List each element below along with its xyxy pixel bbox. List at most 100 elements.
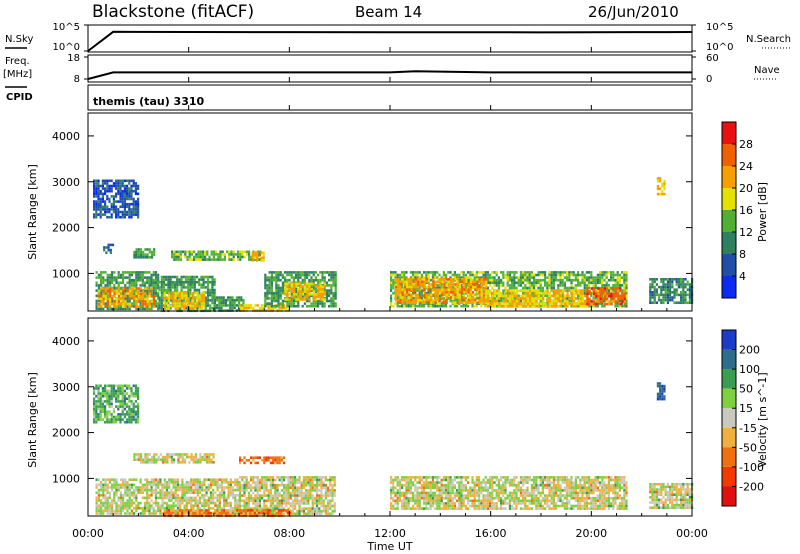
range-gate-cell xyxy=(596,278,599,282)
range-gate-cell xyxy=(117,213,120,216)
range-gate-cell xyxy=(104,202,107,206)
range-gate-cell xyxy=(680,293,683,297)
range-gate-cell xyxy=(454,291,457,294)
range-gate-cell xyxy=(277,284,280,287)
range-gate-cell xyxy=(323,278,326,282)
range-gate-cell xyxy=(123,205,126,209)
range-gate-cell xyxy=(215,258,218,261)
range-gate-cell xyxy=(134,184,137,188)
range-gate-cell xyxy=(590,294,593,298)
range-gate-cell xyxy=(303,291,306,295)
range-gate-cell xyxy=(325,289,328,292)
range-gate-cell xyxy=(160,278,163,281)
range-gate-cell xyxy=(193,299,196,302)
range-gate-cell xyxy=(328,299,331,303)
range-gate-cell xyxy=(100,488,103,492)
range-gate-cell xyxy=(449,299,452,303)
range-gate-cell xyxy=(537,305,540,308)
range-gate-cell xyxy=(209,306,212,310)
range-gate-cell xyxy=(211,278,214,281)
range-gate-cell xyxy=(429,289,432,292)
range-gate-cell xyxy=(203,304,206,308)
range-gate-cell xyxy=(97,195,100,198)
range-gate-cell xyxy=(187,280,190,284)
range-gate-cell xyxy=(440,284,443,287)
range-gate-cell xyxy=(605,299,608,303)
range-gate-cell xyxy=(530,271,533,274)
range-gate-cell xyxy=(176,478,180,481)
range-gate-cell xyxy=(458,283,461,286)
range-gate-cell xyxy=(420,291,423,295)
range-gate-cell xyxy=(95,504,98,507)
range-gate-cell xyxy=(660,285,663,289)
range-gate-cell xyxy=(173,283,177,287)
station-title: Blackstone (fitACF) xyxy=(92,2,254,22)
range-gate-cell xyxy=(276,504,279,508)
range-gate-cell xyxy=(120,302,123,306)
range-gate-cell xyxy=(124,302,127,306)
range-gate-cell xyxy=(458,285,461,289)
range-gate-cell xyxy=(108,179,111,183)
range-gate-cell xyxy=(295,293,298,296)
range-gate-cell xyxy=(575,289,578,293)
range-gate-cell xyxy=(619,289,622,293)
range-gate-cell xyxy=(614,300,618,303)
range-gate-cell xyxy=(606,297,609,301)
range-gate-cell xyxy=(187,297,190,300)
range-gate-cell xyxy=(469,293,472,297)
range-gate-cell xyxy=(410,280,413,284)
range-gate-cell xyxy=(666,283,669,286)
range-gate-cell xyxy=(651,285,654,289)
range-gate-cell xyxy=(392,281,395,285)
range-gate-cell xyxy=(528,284,531,287)
range-gate-cell xyxy=(314,289,317,292)
range-gate-cell xyxy=(137,507,140,510)
range-gate-cell xyxy=(688,301,691,304)
range-gate-cell xyxy=(148,292,151,295)
range-gate-cell xyxy=(170,488,173,492)
range-gate-cell xyxy=(279,271,282,274)
range-gate-cell xyxy=(279,273,282,277)
range-gate-cell xyxy=(106,488,109,492)
range-gate-cell xyxy=(546,286,549,290)
range-gate-cell xyxy=(104,509,107,513)
range-gate-cell xyxy=(95,307,98,311)
range-gate-cell xyxy=(231,298,234,302)
range-gate-cell xyxy=(553,299,556,303)
range-gate-cell xyxy=(134,189,137,193)
range-gate-cell xyxy=(153,250,156,254)
range-gate-cell xyxy=(283,476,286,479)
range-gate-cell xyxy=(274,507,277,510)
range-gate-cell xyxy=(625,302,628,305)
range-gate-cell xyxy=(106,507,109,510)
colorbar-segment xyxy=(722,122,736,144)
range-gate-cell xyxy=(93,184,96,188)
range-gate-cell xyxy=(664,288,667,291)
range-gate-cell xyxy=(122,478,125,481)
range-gate-cell xyxy=(100,278,103,282)
range-gate-cell xyxy=(487,302,490,306)
range-gate-cell xyxy=(279,291,282,295)
range-gate-cell xyxy=(122,297,125,301)
range-gate-cell xyxy=(200,304,204,308)
range-gate-cell xyxy=(133,289,136,292)
range-gate-cell xyxy=(301,285,305,288)
range-gate-cell xyxy=(102,300,105,303)
range-gate-cell xyxy=(239,253,242,256)
range-gate-cell xyxy=(141,276,144,279)
range-gate-cell xyxy=(150,256,154,259)
range-gate-cell xyxy=(281,281,284,285)
range-gate-cell xyxy=(563,284,566,287)
range-gate-cell xyxy=(290,276,293,279)
range-gate-cell xyxy=(495,304,498,308)
range-gate-cell xyxy=(272,476,275,479)
range-gate-cell xyxy=(108,281,111,285)
range-gate-cell xyxy=(111,297,114,301)
range-gate-cell xyxy=(132,184,135,188)
range-gate-cell xyxy=(489,284,492,287)
range-gate-cell xyxy=(584,294,587,298)
range-gate-cell xyxy=(498,302,501,306)
range-gate-cell xyxy=(306,293,309,296)
range-gate-cell xyxy=(682,285,685,289)
range-gate-cell xyxy=(123,202,126,206)
